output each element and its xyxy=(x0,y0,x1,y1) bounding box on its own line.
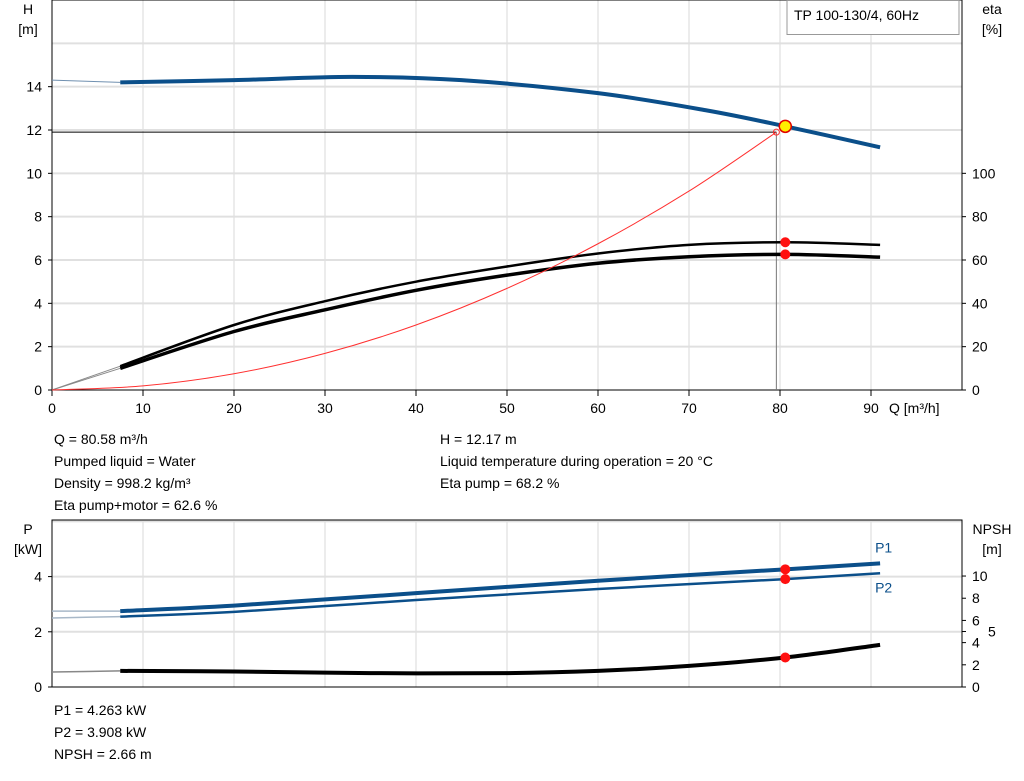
y-axis-unit-left: [m] xyxy=(18,21,37,37)
y-tick-label-left: 12 xyxy=(26,122,42,138)
y-axis-unit-right: [m] xyxy=(982,541,1001,557)
y-tick-label-left: 2 xyxy=(34,624,42,640)
info-left: Q = 80.58 m³/h Pumped liquid = Water Den… xyxy=(54,428,217,516)
info-eta-pump-motor: Eta pump+motor = 62.6 % xyxy=(54,497,218,513)
x-tick-label: 50 xyxy=(499,400,515,416)
y-tick-label-left: 8 xyxy=(34,209,42,225)
y-tick-label-right: 8 xyxy=(972,590,980,606)
series-label-p2: P2 xyxy=(875,579,892,595)
legend-box xyxy=(786,0,960,35)
info-bottom: P1 = 4.263 kW P2 = 3.908 kW NPSH = 2.66 … xyxy=(54,699,152,765)
x-tick-label: 0 xyxy=(48,400,56,416)
x-tick-label: 10 xyxy=(135,400,151,416)
eta_pump_motor-curve-extrapolated xyxy=(51,367,121,391)
plot-frame xyxy=(51,519,963,688)
x-axis-label: Q [m³/h] xyxy=(889,400,940,416)
info-right: H = 12.17 m Liquid temperature during op… xyxy=(440,428,713,494)
y-tick-label-left: 4 xyxy=(34,569,42,585)
eta-pump-duty-marker xyxy=(780,237,791,248)
required-point-marker xyxy=(772,128,780,136)
series-label-p1: P1 xyxy=(875,539,892,555)
y-tick-label-right: 60 xyxy=(972,252,988,268)
y-tick-label-right: 20 xyxy=(972,339,988,355)
info-p2: P2 = 3.908 kW xyxy=(54,724,147,740)
y-tick-label-left: 2 xyxy=(34,339,42,355)
y-tick-label-right: 0 xyxy=(972,382,980,398)
x-tick-label: 60 xyxy=(590,400,606,416)
npsh-curve xyxy=(120,642,881,676)
npsh-duty-marker xyxy=(780,652,791,663)
y-tick-label-right: 100 xyxy=(972,165,996,181)
y-tick-label-left: 4 xyxy=(34,295,42,311)
p1-duty-marker xyxy=(780,564,791,575)
y-tick-label-right: 4 xyxy=(972,635,980,651)
eta-pump-curve xyxy=(119,240,881,368)
info-npsh: NPSH = 2.66 m xyxy=(54,746,152,762)
y-axis-label-right: NPSH xyxy=(973,521,1012,537)
y-tick-label-left: 10 xyxy=(26,165,42,181)
y-axis-label-left: H xyxy=(23,1,33,17)
info-liquid: Pumped liquid = Water xyxy=(54,453,196,469)
H-curve-extrapolated xyxy=(51,79,121,83)
y-tick-label-right: 10 xyxy=(972,568,988,584)
y-tick-label-right: 2 xyxy=(972,657,980,673)
x-tick-label: 40 xyxy=(408,400,424,416)
y-tick-label-left: 14 xyxy=(26,79,42,95)
y-tick-label-right: 0 xyxy=(972,679,980,695)
H-curve xyxy=(120,74,881,150)
NPSH-curve-extrapolated xyxy=(51,670,121,673)
x-tick-label: 80 xyxy=(772,400,788,416)
y-tick-label-right: 80 xyxy=(972,209,988,225)
y-tick-label-right: 6 xyxy=(972,612,980,628)
y-tick-label-left: 6 xyxy=(34,252,42,268)
info-temp: Liquid temperature during operation = 20… xyxy=(440,453,713,469)
system-curve xyxy=(51,131,777,391)
x-tick-label: 90 xyxy=(863,400,879,416)
info-h: H = 12.17 m xyxy=(440,431,517,447)
duty-point-marker xyxy=(778,119,793,134)
legend-title: TP 100-130/4, 60Hz xyxy=(794,7,919,23)
y-tick-label-right: 40 xyxy=(972,295,988,311)
y-tick-label-left: 0 xyxy=(34,382,42,398)
y-axis-label-left: P xyxy=(23,521,32,537)
x-tick-label: 70 xyxy=(681,400,697,416)
eta-pump-motor-duty-marker xyxy=(780,249,791,260)
info-q: Q = 80.58 m³/h xyxy=(54,431,148,447)
info-density: Density = 998.2 kg/m³ xyxy=(54,475,191,491)
x-tick-label: 30 xyxy=(317,400,333,416)
x-tick-label: 20 xyxy=(226,400,242,416)
y-axis-unit-right: [%] xyxy=(982,21,1002,37)
info-p1: P1 = 4.263 kW xyxy=(54,702,147,718)
y-axis-unit-left: [kW] xyxy=(14,541,42,557)
eta-pump-motor-curve xyxy=(119,252,881,370)
P2-curve-extrapolated xyxy=(51,615,121,619)
y-axis-label-right: eta xyxy=(982,1,1002,17)
p2-duty-marker xyxy=(780,574,791,585)
y-tick-label-right: 5 xyxy=(988,624,996,640)
y-tick-label-left: 0 xyxy=(34,679,42,695)
info-eta-pump: Eta pump = 68.2 % xyxy=(440,475,560,491)
